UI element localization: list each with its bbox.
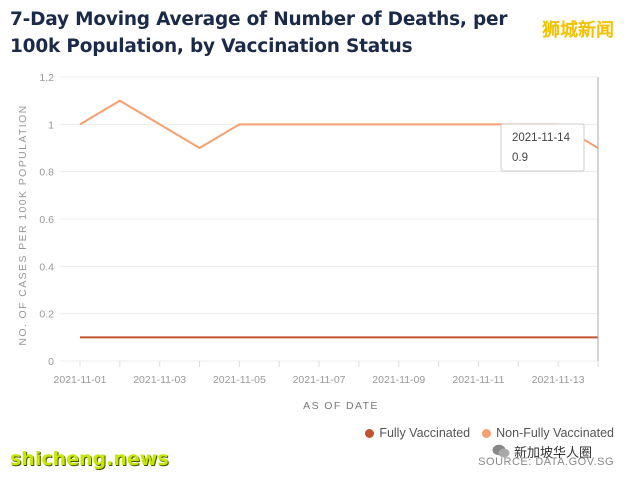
- y-tick-label: 0.2: [39, 309, 54, 321]
- x-tick-label: 2021-11-11: [452, 374, 504, 386]
- watermark-wechat-label: 新加坡华人圈: [514, 446, 593, 461]
- wechat-icon: [492, 444, 510, 458]
- legend-dot-fully-vaccinated: [365, 428, 375, 438]
- y-tick-label: 0: [48, 356, 54, 368]
- x-tick-label: 2021-11-09: [372, 374, 425, 386]
- x-tick-labels: 2021-11-01 2021-11-03 2021-11-05 2021-11-07…: [54, 374, 585, 386]
- y-tick-label: 0.6: [39, 214, 54, 226]
- legend-item-fully-vaccinated[interactable]: Fully Vaccinated: [365, 426, 470, 440]
- legend: Fully Vaccinated Non-Fully Vaccinated: [365, 426, 614, 440]
- y-tick-labels: 0 0.2 0.4 0.6 0.8 1 1.2: [39, 72, 54, 368]
- x-axis-label: AS OF DATE: [303, 400, 379, 412]
- tooltip: 2021-11-14 0.9: [500, 123, 585, 172]
- legend-label-fully-vaccinated: Fully Vaccinated: [379, 426, 471, 440]
- watermark-top: 狮城新闻: [542, 20, 614, 41]
- source-label: SOURCE: DATA.GOV.SG: [478, 456, 614, 468]
- legend-label-non-fully-vaccinated: Non-Fully Vaccinated: [496, 426, 614, 440]
- y-axis-label: NO. OF CASES PER 100K POPULATION: [17, 104, 29, 345]
- chart-title: 7-Day Moving Average of Number of Deaths…: [10, 9, 508, 57]
- y-tick-label: 1: [48, 119, 54, 131]
- tooltip-date: 2021-11-14: [512, 132, 571, 144]
- grid-lines: [60, 76, 599, 367]
- watermark-bottom: shicheng.news: [10, 448, 169, 470]
- x-tick-label: 2021-11-13: [532, 374, 585, 386]
- legend-dot-non-fully-vaccinated: [482, 428, 492, 438]
- tooltip-box: [500, 123, 585, 172]
- watermark-wechat: 新加坡华人圈: [492, 442, 592, 461]
- tooltip-value: 0.9: [512, 152, 528, 164]
- y-tick-label: 1.2: [39, 72, 54, 84]
- x-tick-label: 2021-11-07: [293, 374, 346, 386]
- x-tick-label: 2021-11-03: [133, 374, 186, 386]
- line-chart: 00.20.40.60.811.2 2021-11-01 2021-11-03 20…: [17, 72, 599, 412]
- y-tick-label: 0.4: [39, 261, 54, 273]
- x-tick-label: 2021-11-05: [213, 374, 266, 386]
- x-tick-label: 2021-11-01: [54, 374, 107, 386]
- legend-item-non-fully-vaccinated[interactable]: Non-Fully Vaccinated: [482, 426, 614, 440]
- y-tick-label: 0.8: [39, 167, 54, 179]
